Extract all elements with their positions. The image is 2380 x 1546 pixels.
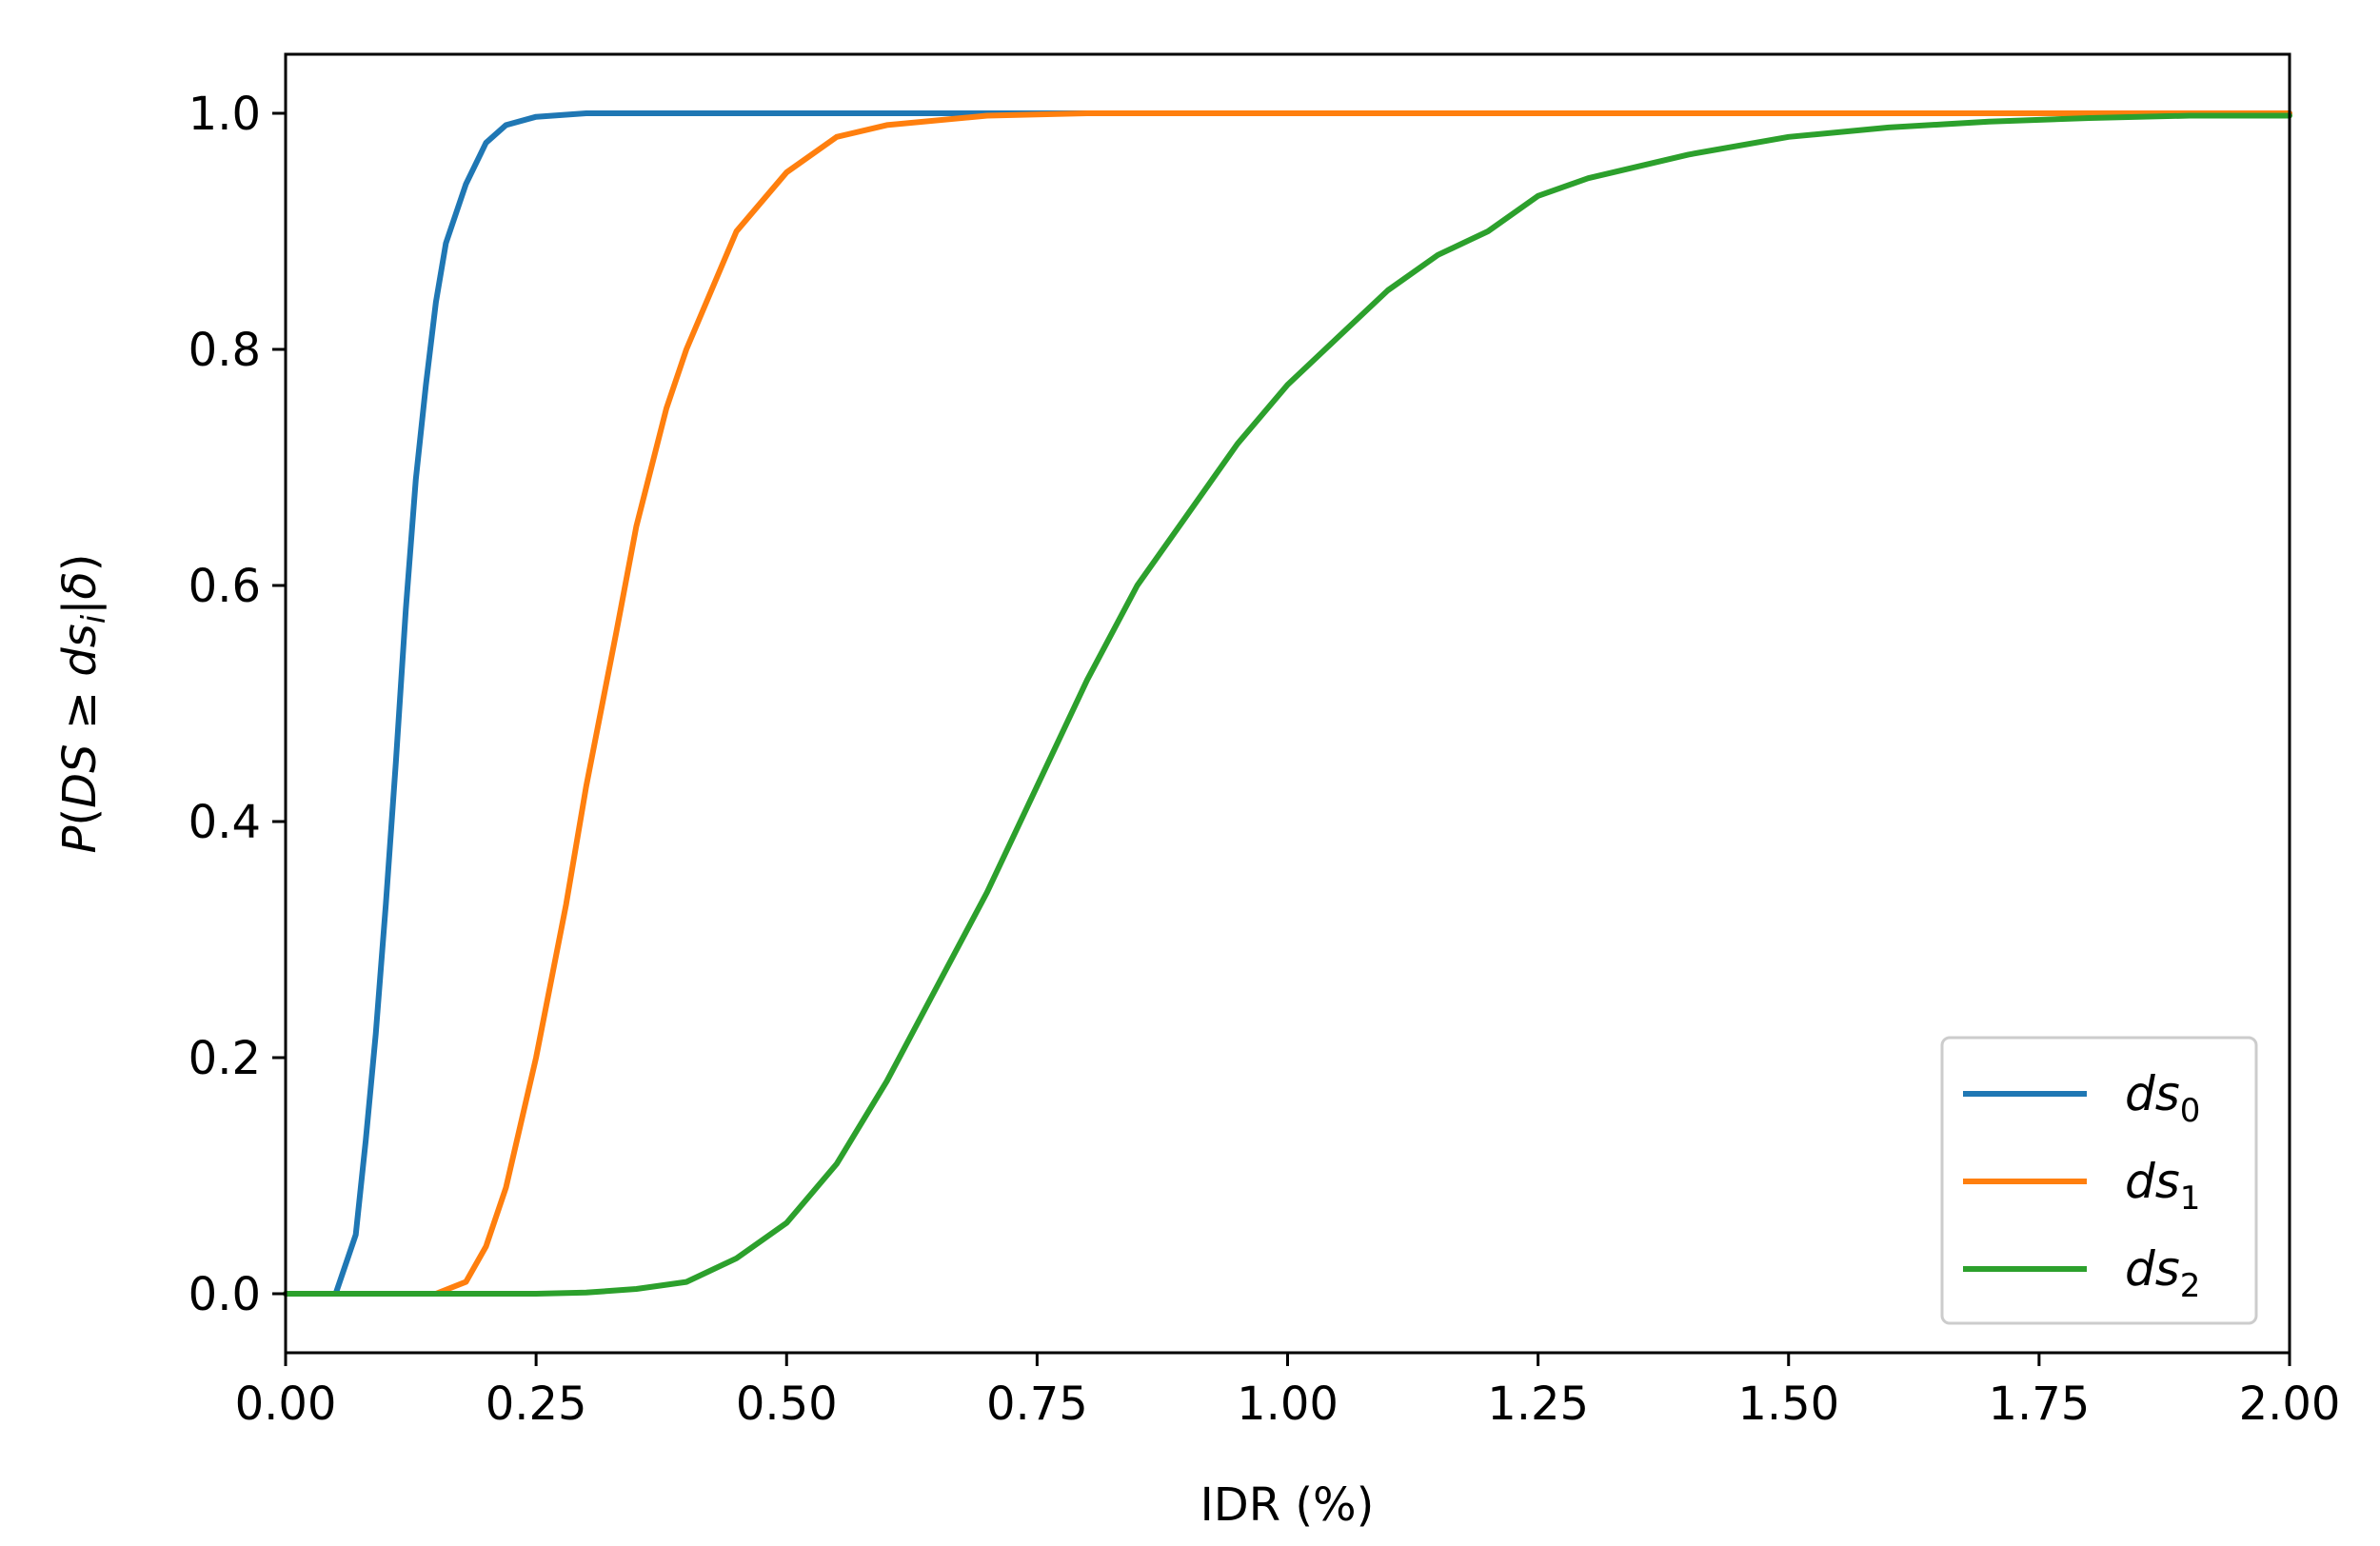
x-tick-label: 0.50 [736, 1378, 838, 1431]
legend: ds0 ds1 ds2 [1940, 1036, 2258, 1325]
series-layer [283, 110, 2292, 1297]
legend-label-ds2: ds2 [2125, 1241, 2200, 1305]
x-tick-label: 2.00 [2239, 1378, 2341, 1431]
x-axis-ticks: 0.00 0.25 0.50 0.75 1.00 1.25 1.50 1.75 2.00 [235, 1353, 2341, 1431]
legend-box [1940, 1036, 2258, 1325]
x-tick-label: 1.00 [1237, 1378, 1339, 1431]
x-tick-label: 0.00 [235, 1378, 337, 1431]
y-tick-label: 0.6 [188, 560, 261, 613]
x-tick-label: 1.25 [1487, 1378, 1589, 1431]
legend-label-ds0: ds0 [2125, 1066, 2200, 1130]
y-axis-label: P(DS ≥ dsi|δ) [53, 553, 113, 853]
y-tick-label: 0.2 [188, 1032, 261, 1085]
series-line-ds0 [283, 110, 2292, 1297]
y-tick-label: 0.0 [188, 1268, 261, 1321]
x-tick-label: 1.75 [1988, 1378, 2090, 1431]
x-tick-label: 0.75 [986, 1378, 1088, 1431]
y-tick-label: 0.8 [188, 324, 261, 377]
legend-label-ds1: ds1 [2125, 1154, 2200, 1218]
x-tick-label: 0.25 [486, 1378, 587, 1431]
y-axis-ticks: 0.0 0.2 0.4 0.6 0.8 1.0 [188, 88, 286, 1321]
series-line-ds1 [283, 110, 2292, 1297]
x-axis-label: IDR (%) [1200, 1478, 1375, 1532]
x-tick-label: 1.50 [1737, 1378, 1839, 1431]
y-tick-label: 1.0 [188, 88, 261, 141]
series-line-ds2 [283, 112, 2292, 1297]
y-tick-label: 0.4 [188, 796, 261, 849]
